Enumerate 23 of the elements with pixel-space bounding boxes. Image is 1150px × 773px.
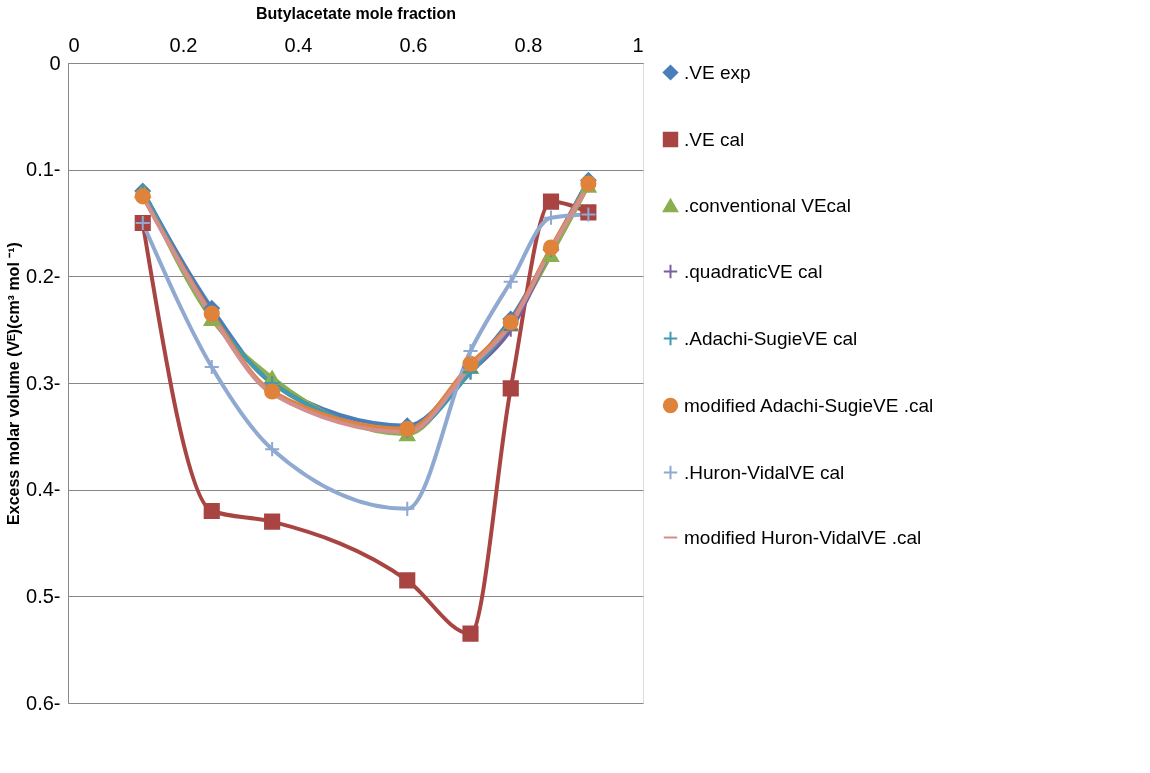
legend-label: .Adachi-SugieVE cal — [684, 327, 858, 349]
x-tick-label: 0.6 — [399, 33, 428, 56]
y-tick-label: 0.6- — [26, 691, 61, 714]
y-tick-label: 0.3- — [26, 371, 61, 394]
legend-label: modified Huron-VidalVE .cal — [684, 526, 922, 548]
legend-label: .Huron-VidalVE cal — [684, 461, 845, 483]
x-tick-label: 1 — [632, 33, 644, 56]
legend-label: .VE exp — [684, 61, 751, 83]
y-tick-label: 0.4- — [26, 478, 61, 501]
x-tick-label: 0.2 — [169, 33, 198, 56]
x-tick-label: 0 — [68, 33, 80, 56]
y-axis-title: Excess molar volume (Vᴱ)(cm³ mol ⁻¹) — [5, 242, 23, 525]
y-tick-label: 0 — [49, 51, 61, 74]
y-tick-label: 0.5- — [26, 584, 61, 607]
x-tick-label: 0.4 — [284, 33, 313, 56]
legend-label: modified Adachi-SugieVE .cal — [684, 394, 934, 416]
legend-label: .quadraticVE cal — [684, 260, 823, 282]
y-tick-label: 0.2- — [26, 264, 61, 287]
x-axis-title: Butylacetate mole fraction — [255, 4, 457, 22]
legend-label: .VE cal — [684, 128, 745, 150]
y-tick-label: 0.1- — [26, 158, 61, 181]
x-tick-label: 0.8 — [514, 33, 543, 56]
legend-label: .conventional VEcal — [684, 194, 851, 216]
